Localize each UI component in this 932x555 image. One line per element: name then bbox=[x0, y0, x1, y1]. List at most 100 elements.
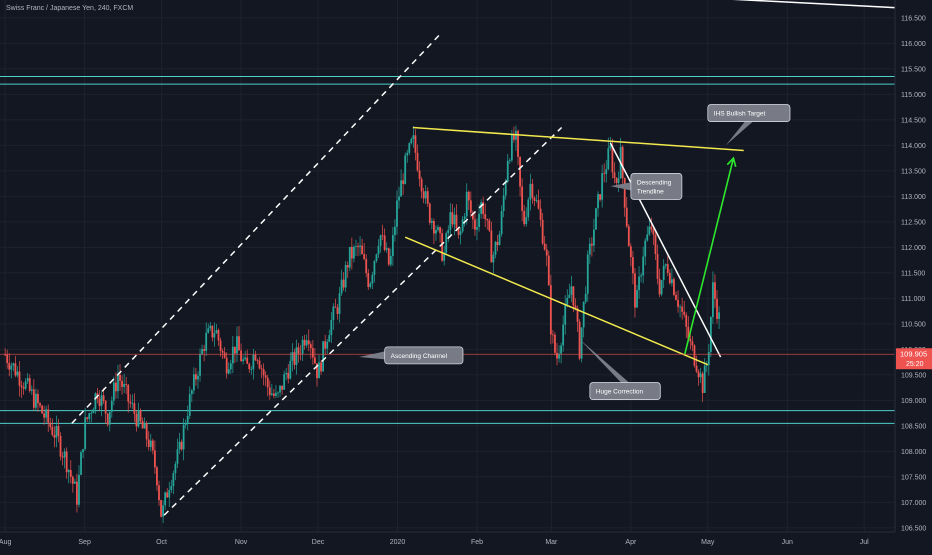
candle-body bbox=[718, 312, 720, 319]
candle-body bbox=[474, 219, 476, 230]
callout-ascending-channel: Ascending Channel bbox=[359, 346, 464, 365]
target-arrow-shaft bbox=[683, 157, 735, 355]
candle-body bbox=[104, 400, 107, 414]
candle-body bbox=[447, 229, 450, 234]
last-price-tag bbox=[896, 348, 932, 370]
candle-body bbox=[426, 191, 429, 204]
candle-body bbox=[615, 177, 618, 183]
candle-body bbox=[400, 180, 402, 197]
candle-body bbox=[359, 245, 361, 248]
price-tick-label: 115.500 bbox=[901, 66, 926, 73]
candle-body bbox=[408, 143, 411, 153]
candle-body bbox=[387, 248, 390, 265]
channel-lower-line bbox=[163, 126, 563, 516]
candle-body bbox=[205, 332, 208, 351]
channel-upper-line bbox=[71, 32, 442, 424]
candle-body bbox=[287, 372, 290, 379]
candle-body bbox=[570, 286, 573, 295]
candle-body bbox=[457, 228, 460, 235]
candle-body bbox=[451, 212, 454, 225]
candle-body bbox=[430, 221, 433, 223]
candle-body bbox=[281, 385, 283, 390]
candle-body bbox=[469, 200, 472, 213]
candle-body bbox=[180, 441, 183, 450]
candle-body bbox=[47, 409, 50, 423]
price-tick-label: 115.000 bbox=[901, 92, 926, 99]
candle-body bbox=[231, 346, 234, 364]
callout-pointer bbox=[610, 182, 631, 191]
candle-body bbox=[182, 424, 185, 450]
candle-body bbox=[137, 410, 140, 427]
candle-body bbox=[209, 325, 212, 329]
candle-body bbox=[203, 349, 206, 351]
candle-body bbox=[307, 340, 310, 345]
candle-body bbox=[129, 401, 132, 404]
candle-body bbox=[41, 405, 43, 414]
candle-body bbox=[135, 413, 138, 427]
candle-body bbox=[166, 492, 169, 498]
candle-body bbox=[55, 426, 58, 438]
candle-body bbox=[484, 214, 487, 219]
candle-body bbox=[100, 395, 103, 406]
candle-body bbox=[289, 360, 292, 379]
candle-body bbox=[652, 229, 655, 235]
candle-body bbox=[412, 135, 415, 139]
candle-body bbox=[172, 473, 175, 486]
candle-body bbox=[658, 278, 661, 295]
time-tick-label: May bbox=[701, 539, 715, 546]
candle-body bbox=[59, 435, 62, 457]
candle-body bbox=[61, 456, 64, 458]
countdown-label: 25:20 bbox=[906, 361, 924, 368]
candle-body bbox=[689, 338, 692, 342]
candle-body bbox=[176, 449, 179, 464]
candle-body bbox=[504, 181, 507, 196]
callout-pointer bbox=[359, 351, 385, 360]
candle-body bbox=[318, 362, 320, 379]
price-tick-label: 111.000 bbox=[901, 296, 925, 303]
candle-body bbox=[16, 371, 19, 376]
candle-body bbox=[24, 381, 27, 389]
candle-body bbox=[39, 403, 41, 406]
candle-body bbox=[582, 301, 585, 328]
time-tick-label: Nov bbox=[235, 539, 248, 546]
candle-body bbox=[391, 235, 394, 257]
candle-body bbox=[510, 134, 513, 161]
candle-body bbox=[679, 306, 681, 308]
candle-body bbox=[35, 393, 37, 408]
candle-body bbox=[449, 212, 452, 230]
candle-body bbox=[211, 325, 214, 338]
candle-body bbox=[88, 413, 91, 419]
candle-body bbox=[82, 449, 84, 453]
candle-body bbox=[153, 450, 156, 468]
candle-body bbox=[147, 439, 150, 447]
candle-body bbox=[627, 226, 630, 247]
candle-body bbox=[617, 178, 620, 183]
candle-body bbox=[266, 377, 269, 388]
candle-body bbox=[234, 346, 236, 354]
candle-body bbox=[529, 183, 532, 200]
candle-body bbox=[697, 371, 700, 378]
candle-body bbox=[227, 369, 230, 374]
candle-body bbox=[560, 345, 563, 354]
candle-body bbox=[535, 200, 538, 201]
candle-body bbox=[588, 243, 591, 255]
time-tick-label: Oct bbox=[156, 539, 167, 546]
candle-body bbox=[219, 340, 222, 351]
candle-body bbox=[551, 334, 554, 336]
candle-body bbox=[369, 283, 372, 288]
candle-body bbox=[352, 246, 355, 259]
candle-body bbox=[373, 261, 376, 275]
candle-body bbox=[186, 415, 189, 424]
callout-box bbox=[589, 382, 661, 400]
candle-body bbox=[445, 233, 448, 253]
candle-body bbox=[336, 307, 339, 314]
last-price-label: 109.905 bbox=[900, 350, 927, 359]
candle-body bbox=[482, 202, 485, 215]
candle-body bbox=[73, 481, 76, 484]
candle-body bbox=[691, 341, 694, 346]
wedge-lower-line bbox=[404, 236, 709, 366]
candle-body bbox=[707, 351, 710, 366]
candle-body bbox=[121, 380, 123, 387]
candle-body bbox=[709, 317, 712, 352]
price-tick-label: 116.500 bbox=[901, 15, 926, 22]
